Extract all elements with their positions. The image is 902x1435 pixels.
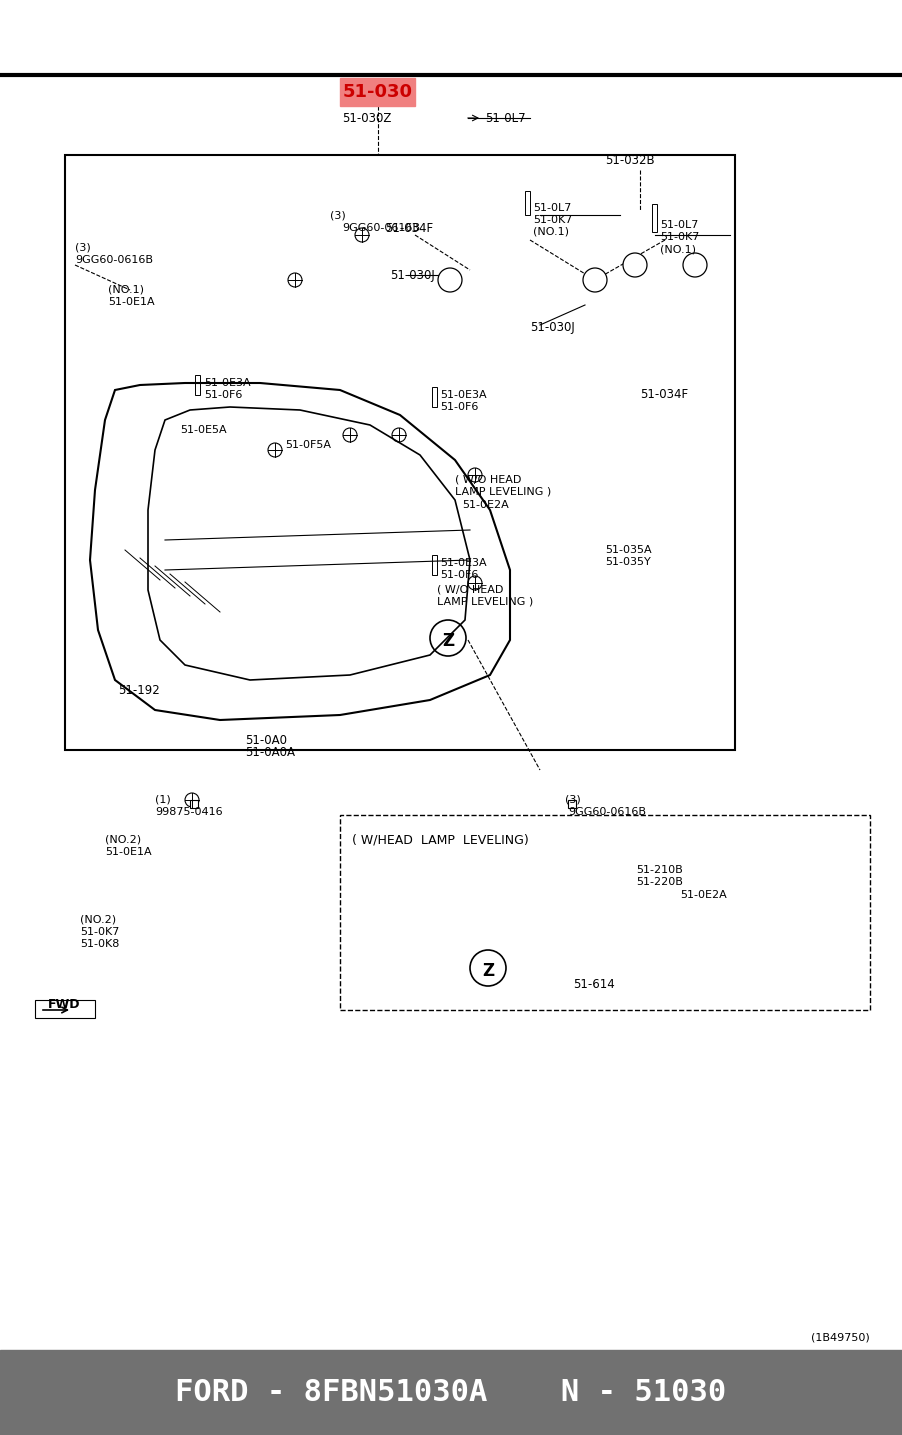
Text: 51-0A0A: 51-0A0A — [244, 746, 295, 759]
Bar — [431, 387, 437, 408]
Text: (NO.1): (NO.1) — [532, 227, 568, 237]
Text: 51-035A: 51-035A — [604, 545, 651, 555]
Text: 51-0K7: 51-0K7 — [532, 215, 572, 225]
Text: 51-034F: 51-034F — [384, 221, 433, 234]
Text: 51-0F6: 51-0F6 — [439, 402, 478, 412]
Text: 51-614: 51-614 — [573, 979, 614, 992]
Bar — [65, 155, 734, 751]
Bar — [651, 204, 657, 232]
Text: (NO.1): (NO.1) — [659, 244, 695, 254]
Text: 51-0F5A: 51-0F5A — [285, 441, 331, 451]
Text: LAMP LEVELING ): LAMP LEVELING ) — [455, 486, 550, 497]
Text: 51-192: 51-192 — [118, 683, 160, 696]
Text: 51-0F6: 51-0F6 — [439, 570, 478, 580]
Text: 51-0E1A: 51-0E1A — [105, 847, 152, 857]
Text: 51-030J: 51-030J — [529, 321, 574, 334]
Text: 51-030J: 51-030J — [390, 268, 434, 281]
Text: ( W/HEAD  LAMP  LEVELING): ( W/HEAD LAMP LEVELING) — [352, 834, 529, 847]
Text: 51-035Y: 51-035Y — [604, 557, 650, 567]
Text: 51-0E2A: 51-0E2A — [679, 890, 726, 900]
Text: 51-030Z: 51-030Z — [342, 112, 391, 125]
Bar — [567, 799, 575, 808]
Bar — [195, 375, 199, 395]
Text: 51-0E5A: 51-0E5A — [179, 425, 226, 435]
Bar — [0, 1350, 902, 1435]
Bar — [524, 191, 529, 215]
Text: (1B49750): (1B49750) — [810, 1332, 869, 1342]
Text: 51-0E3A: 51-0E3A — [204, 377, 251, 387]
Text: 51-0E1A: 51-0E1A — [108, 297, 154, 307]
Text: 51-0A0: 51-0A0 — [244, 733, 287, 746]
Text: 51-0E3A: 51-0E3A — [439, 390, 486, 400]
Bar — [35, 1000, 95, 1017]
Bar — [340, 815, 869, 1010]
Bar — [340, 77, 415, 106]
Text: (NO.2): (NO.2) — [80, 916, 116, 926]
Text: 99875-0416: 99875-0416 — [155, 806, 223, 817]
Text: 51-210B: 51-210B — [635, 865, 682, 875]
Text: 51-0K7: 51-0K7 — [80, 927, 119, 937]
Text: 51-0K8: 51-0K8 — [80, 938, 119, 949]
Text: 51-034F: 51-034F — [640, 389, 687, 402]
Text: FORD - 8FBN51030A    N - 51030: FORD - 8FBN51030A N - 51030 — [175, 1378, 726, 1406]
Text: (3): (3) — [565, 795, 580, 805]
Text: 9GG60-0616B: 9GG60-0616B — [342, 222, 419, 232]
Text: (3): (3) — [75, 243, 90, 253]
Circle shape — [583, 268, 606, 291]
Circle shape — [437, 268, 462, 291]
Text: (1): (1) — [155, 795, 170, 805]
Text: 51-0L7: 51-0L7 — [484, 112, 525, 125]
Text: (NO.1): (NO.1) — [108, 286, 143, 296]
Text: 9GG60-0616B: 9GG60-0616B — [567, 806, 645, 817]
Text: ( W/O HEAD: ( W/O HEAD — [437, 585, 502, 596]
Text: 51-0E3A: 51-0E3A — [439, 558, 486, 568]
Text: Z: Z — [441, 631, 454, 650]
Text: (NO.2): (NO.2) — [105, 835, 141, 845]
Bar — [431, 555, 437, 575]
Text: 9GG60-0616B: 9GG60-0616B — [75, 255, 152, 265]
Text: 51-0K7: 51-0K7 — [659, 232, 699, 243]
Circle shape — [622, 253, 647, 277]
Text: 51-0L7: 51-0L7 — [532, 202, 571, 212]
Text: FWD: FWD — [48, 999, 80, 1012]
Text: 51-0L7: 51-0L7 — [659, 220, 697, 230]
Text: 51-220B: 51-220B — [635, 877, 682, 887]
Text: LAMP LEVELING ): LAMP LEVELING ) — [437, 597, 533, 607]
Text: 51-030: 51-030 — [342, 83, 412, 100]
Text: (3): (3) — [329, 210, 345, 220]
Text: Z: Z — [482, 961, 493, 980]
Bar — [189, 799, 198, 808]
Text: 51-0F6: 51-0F6 — [204, 390, 242, 400]
Circle shape — [682, 253, 706, 277]
Text: 51-0E2A: 51-0E2A — [462, 499, 508, 509]
Text: 51-032B: 51-032B — [604, 154, 654, 166]
Text: ( W/O HEAD: ( W/O HEAD — [455, 475, 520, 485]
